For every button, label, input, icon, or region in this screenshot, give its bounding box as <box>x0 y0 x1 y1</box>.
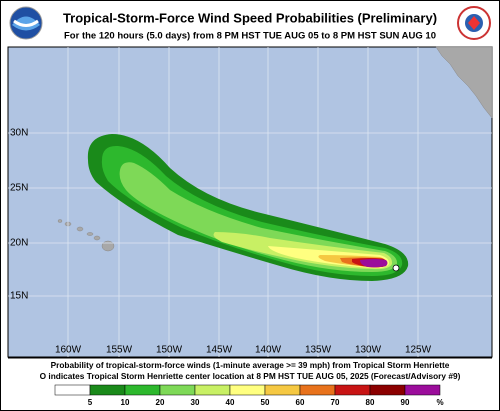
legend-label: % <box>436 398 443 407</box>
lat-label: 25N <box>10 183 28 194</box>
caption-line: Probability of tropical-storm-force wind… <box>51 360 450 370</box>
lon-label: 145W <box>206 345 233 356</box>
legend-swatch <box>299 384 336 396</box>
lat-label: 20N <box>10 238 28 249</box>
legend-swatch <box>229 384 266 396</box>
map: 30N 25N 20N 15N 160W 155W 150W 145W 140W 135W 130W… <box>7 46 493 358</box>
storm-center <box>392 264 400 272</box>
lon-label: 125W <box>405 345 432 356</box>
legend: 5 10 20 30 40 50 60 70 80 90% <box>54 384 444 407</box>
legend-swatch <box>89 384 126 396</box>
map-labels: 30N 25N 20N 15N 160W 155W 150W 145W 140W 135W 130W… <box>10 128 432 356</box>
coast <box>435 46 493 119</box>
legend-swatch <box>264 384 301 396</box>
legend-label: 70 <box>331 398 340 407</box>
legend-swatch <box>54 384 91 396</box>
lon-label: 130W <box>355 345 382 356</box>
nws-logo <box>457 6 491 40</box>
legend-label: 80 <box>366 398 375 407</box>
legend-label: 20 <box>156 398 165 407</box>
legend-swatch <box>334 384 371 396</box>
legend-swatch <box>404 384 441 396</box>
ocean <box>7 46 493 358</box>
lon-label: 150W <box>156 345 183 356</box>
legend-label: 90 <box>401 398 410 407</box>
lat-label: 15N <box>10 291 28 302</box>
legend-swatch <box>369 384 406 396</box>
legend-swatch <box>159 384 196 396</box>
legend-swatch <box>194 384 231 396</box>
lat-label: 30N <box>10 128 28 139</box>
legend-label: 40 <box>226 398 235 407</box>
lon-label: 140W <box>255 345 282 356</box>
legend-label: 30 <box>191 398 200 407</box>
lon-label: 160W <box>55 345 82 356</box>
legend-label: 60 <box>296 398 305 407</box>
title: Tropical-Storm-Force Wind Speed Probabil… <box>63 10 437 25</box>
legend-label: 5 <box>88 398 93 407</box>
lon-label: 135W <box>305 345 332 356</box>
subtitle: For the 120 hours (5.0 days) from 8 PM H… <box>64 31 436 42</box>
legend-label: 10 <box>121 398 130 407</box>
noaa-logo <box>9 6 43 40</box>
lon-label: 155W <box>106 345 133 356</box>
legend-swatch <box>124 384 161 396</box>
probability-swath <box>87 134 409 281</box>
caption-line: O indicates Tropical Storm Henriette cen… <box>40 371 461 381</box>
legend-label: 50 <box>261 398 270 407</box>
